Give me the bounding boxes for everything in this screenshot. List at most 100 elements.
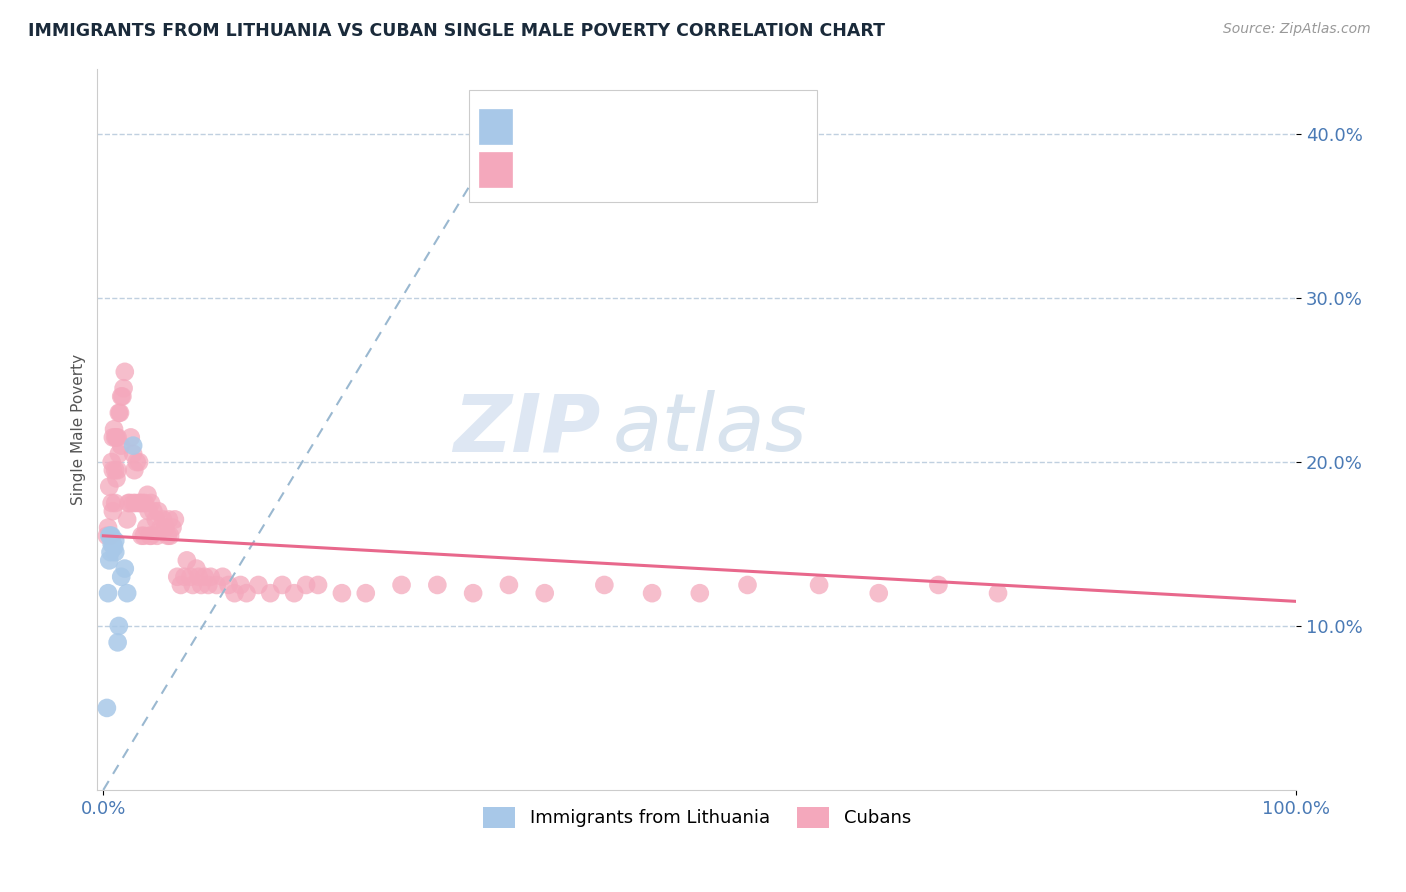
- Point: [181, 578, 204, 592]
- Point: [105, 430, 128, 444]
- Point: [927, 578, 949, 592]
- Point: [166, 570, 188, 584]
- Point: [156, 529, 179, 543]
- Point: [271, 578, 294, 592]
- Point: [146, 529, 169, 543]
- Point: [173, 570, 195, 584]
- Point: [689, 586, 711, 600]
- Text: Source: ZipAtlas.com: Source: ZipAtlas.com: [1223, 22, 1371, 37]
- Point: [100, 496, 122, 510]
- Point: [142, 504, 165, 518]
- Point: [197, 578, 219, 592]
- Point: [122, 447, 145, 461]
- Point: [247, 578, 270, 592]
- Text: atlas: atlas: [613, 390, 807, 468]
- Point: [100, 545, 122, 559]
- Point: [101, 463, 124, 477]
- Point: [132, 529, 155, 543]
- Point: [104, 545, 127, 559]
- Point: [391, 578, 413, 592]
- Point: [259, 586, 281, 600]
- Point: [110, 439, 132, 453]
- Point: [463, 586, 485, 600]
- Point: [129, 496, 152, 510]
- Bar: [478, 109, 512, 144]
- Point: [190, 578, 212, 592]
- Point: [110, 389, 132, 403]
- Point: [162, 520, 184, 534]
- Point: [96, 701, 118, 715]
- Point: [103, 422, 125, 436]
- Point: [101, 430, 124, 444]
- FancyBboxPatch shape: [470, 90, 817, 202]
- Point: [307, 578, 329, 592]
- Point: [115, 586, 138, 600]
- Point: [104, 533, 127, 548]
- Point: [224, 586, 246, 600]
- Point: [176, 553, 198, 567]
- Point: [179, 570, 201, 584]
- Point: [987, 586, 1010, 600]
- Bar: [478, 153, 512, 186]
- Point: [186, 561, 208, 575]
- Point: [100, 529, 122, 543]
- Point: [131, 529, 153, 543]
- Point: [128, 455, 150, 469]
- Point: [136, 488, 159, 502]
- Point: [107, 635, 129, 649]
- Point: [97, 586, 120, 600]
- Point: [100, 529, 122, 543]
- Point: [118, 496, 141, 510]
- Point: [98, 553, 121, 567]
- Point: [108, 447, 131, 461]
- Point: [107, 430, 129, 444]
- Point: [101, 537, 124, 551]
- Point: [139, 529, 162, 543]
- Text: R =  0.067    N =  18: R = 0.067 N = 18: [520, 117, 733, 136]
- Point: [641, 586, 664, 600]
- Point: [330, 586, 353, 600]
- Point: [135, 520, 157, 534]
- Point: [218, 578, 240, 592]
- Point: [108, 406, 131, 420]
- Point: [426, 578, 449, 592]
- Point: [211, 570, 233, 584]
- Point: [163, 512, 186, 526]
- Point: [110, 570, 132, 584]
- Point: [114, 561, 136, 575]
- Point: [155, 520, 177, 534]
- Point: [98, 480, 121, 494]
- Point: [149, 520, 172, 534]
- Text: IMMIGRANTS FROM LITHUANIA VS CUBAN SINGLE MALE POVERTY CORRELATION CHART: IMMIGRANTS FROM LITHUANIA VS CUBAN SINGL…: [28, 22, 886, 40]
- Point: [808, 578, 831, 592]
- Point: [125, 455, 148, 469]
- Point: [498, 578, 520, 592]
- Y-axis label: Single Male Poverty: Single Male Poverty: [72, 353, 86, 505]
- Point: [122, 439, 145, 453]
- Point: [128, 496, 150, 510]
- Point: [104, 496, 127, 510]
- Point: [157, 512, 180, 526]
- Point: [108, 619, 131, 633]
- Point: [134, 496, 156, 510]
- Point: [868, 586, 890, 600]
- Text: R = -0.108    N =  98: R = -0.108 N = 98: [520, 160, 734, 179]
- Point: [105, 471, 128, 485]
- Point: [104, 463, 127, 477]
- Point: [229, 578, 252, 592]
- Point: [120, 430, 142, 444]
- Point: [145, 512, 167, 526]
- Point: [139, 529, 162, 543]
- Point: [138, 504, 160, 518]
- Point: [96, 529, 118, 543]
- Point: [104, 430, 127, 444]
- Point: [98, 529, 121, 543]
- Point: [593, 578, 616, 592]
- Point: [122, 496, 145, 510]
- Text: ZIP: ZIP: [454, 390, 600, 468]
- Point: [100, 529, 122, 543]
- Point: [112, 381, 135, 395]
- Point: [283, 586, 305, 600]
- Point: [117, 496, 139, 510]
- Point: [354, 586, 377, 600]
